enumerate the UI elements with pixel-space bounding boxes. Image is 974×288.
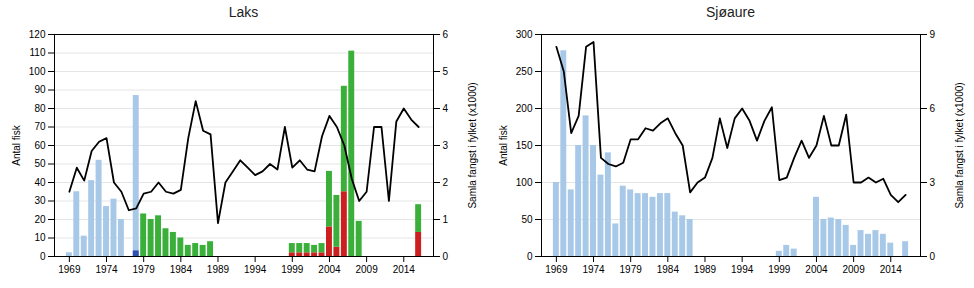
svg-text:Samla fangst i fylket (x1000): Samla fangst i fylket (x1000) xyxy=(467,82,478,208)
svg-text:1974: 1974 xyxy=(582,264,605,275)
svg-text:1989: 1989 xyxy=(207,264,230,275)
svg-text:0: 0 xyxy=(527,251,533,262)
svg-text:9: 9 xyxy=(930,29,936,40)
svg-text:0: 0 xyxy=(443,251,449,262)
svg-text:10: 10 xyxy=(34,232,46,243)
svg-text:2009: 2009 xyxy=(355,264,378,275)
svg-text:120: 120 xyxy=(29,29,46,40)
svg-text:5: 5 xyxy=(443,66,449,77)
svg-text:1979: 1979 xyxy=(620,264,643,275)
svg-text:1994: 1994 xyxy=(244,264,267,275)
svg-text:1979: 1979 xyxy=(133,264,156,275)
svg-text:1994: 1994 xyxy=(731,264,754,275)
svg-text:110: 110 xyxy=(30,47,46,58)
svg-text:2009: 2009 xyxy=(842,264,865,275)
svg-text:150: 150 xyxy=(516,140,533,151)
svg-text:1999: 1999 xyxy=(281,264,304,275)
svg-text:40: 40 xyxy=(34,177,46,188)
svg-text:300: 300 xyxy=(516,29,533,40)
svg-text:2004: 2004 xyxy=(805,264,828,275)
svg-text:0: 0 xyxy=(930,251,936,262)
svg-text:60: 60 xyxy=(34,140,46,151)
svg-text:2014: 2014 xyxy=(393,264,416,275)
svg-text:0: 0 xyxy=(40,251,46,262)
svg-text:200: 200 xyxy=(516,103,533,114)
svg-text:1984: 1984 xyxy=(657,264,680,275)
svg-text:Antal fisk: Antal fisk xyxy=(11,124,22,166)
svg-text:1999: 1999 xyxy=(768,264,791,275)
svg-text:2: 2 xyxy=(443,177,449,188)
svg-text:2004: 2004 xyxy=(318,264,341,275)
svg-text:50: 50 xyxy=(521,214,533,225)
svg-text:Antal fisk: Antal fisk xyxy=(498,124,509,166)
svg-text:70: 70 xyxy=(34,121,46,132)
html-text:Sjøaure: Sjøaure xyxy=(706,4,755,20)
svg-text:1969: 1969 xyxy=(58,264,81,275)
svg-text:1969: 1969 xyxy=(545,264,568,275)
svg-text:1974: 1974 xyxy=(95,264,118,275)
svg-text:4: 4 xyxy=(443,103,449,114)
svg-text:3: 3 xyxy=(930,177,936,188)
svg-text:30: 30 xyxy=(34,195,46,206)
svg-text:100: 100 xyxy=(29,66,46,77)
svg-text:3: 3 xyxy=(443,140,449,151)
svg-text:250: 250 xyxy=(516,66,533,77)
svg-text:2014: 2014 xyxy=(880,264,903,275)
svg-text:Samla fangst i fylket (x1000): Samla fangst i fylket (x1000) xyxy=(954,82,965,208)
svg-text:1989: 1989 xyxy=(694,264,717,275)
svg-text:1: 1 xyxy=(443,214,449,225)
svg-text:20: 20 xyxy=(34,214,46,225)
html-text:Laks: Laks xyxy=(228,4,259,20)
svg-text:6: 6 xyxy=(930,103,936,114)
svg-text:6: 6 xyxy=(443,29,449,40)
svg-text:50: 50 xyxy=(34,158,46,169)
svg-text:80: 80 xyxy=(34,103,46,114)
svg-text:100: 100 xyxy=(516,177,533,188)
svg-text:90: 90 xyxy=(34,84,46,95)
svg-text:1984: 1984 xyxy=(170,264,193,275)
